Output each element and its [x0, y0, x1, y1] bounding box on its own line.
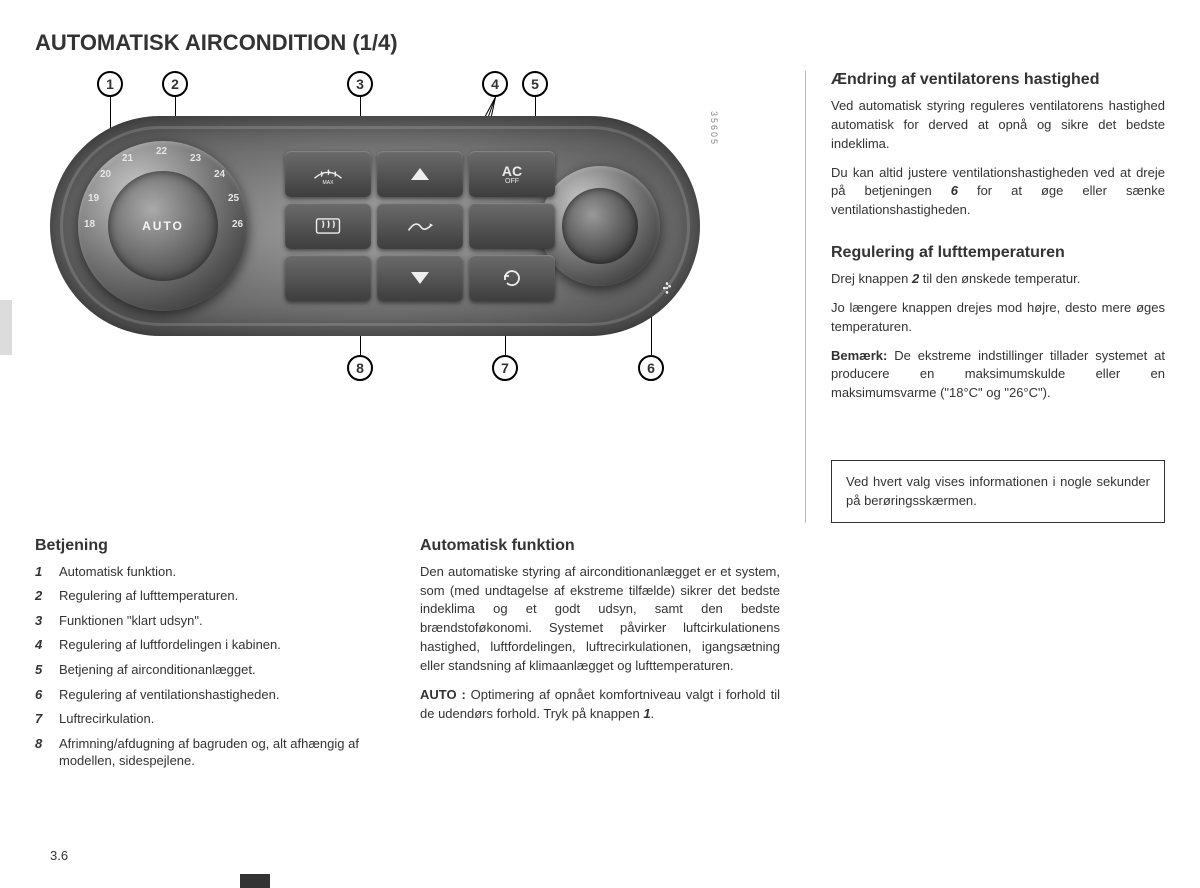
list-item: Betjening af airconditionanlægget. [35, 661, 395, 679]
defrost-max-button: MAX [285, 151, 371, 197]
diagram-container: 35605 1 2 3 4 5 8 7 6 [35, 71, 780, 523]
middle-column: Automatisk funktion Den automatiske styr… [420, 523, 780, 824]
ref-num: 6 [951, 183, 958, 198]
page-title: AUTOMATISK AIRCONDITION (1/4) [35, 30, 1165, 56]
text: Drej knappen [831, 271, 912, 286]
content-grid: 35605 1 2 3 4 5 8 7 6 [35, 71, 1165, 824]
temp-mark: 25 [228, 193, 239, 204]
temp-mark: 26 [232, 219, 243, 230]
text: til den ønskede temperatur. [919, 271, 1080, 286]
left-column: Betjening Automatisk funktion. Regulerin… [35, 523, 395, 824]
rear-defrost-button [285, 203, 371, 249]
ref-num: 1 [643, 706, 650, 721]
arrow-down-button [377, 255, 463, 301]
svg-text:MAX: MAX [323, 180, 335, 185]
fan-icon [660, 281, 674, 298]
section-heading-temp: Regulering af lufttemperaturen [831, 244, 1165, 262]
list-item: Regulering af ventilationshastigheden. [35, 686, 395, 704]
callout-1: 1 [97, 71, 123, 97]
list-item: Regulering af luftfordelingen i kabinen. [35, 636, 395, 654]
note-box: Ved hvert valg vises informationen i nog… [831, 460, 1165, 522]
recirculate-button [469, 255, 555, 301]
list-item: Afrimning/afdugning af bagruden og, alt … [35, 735, 395, 770]
auto-label: AUTO [142, 219, 184, 233]
section-heading-fan: Ændring af ventilatorens hastighed [831, 71, 1165, 89]
thumb-tab-bottom [240, 874, 270, 888]
thumb-tab-left [0, 300, 12, 355]
controls-list: Automatisk funktion. Regulering af luftt… [35, 563, 395, 777]
text: Optimering af opnået komfortniveau valgt… [420, 687, 780, 721]
temp-mark: 24 [214, 169, 225, 180]
list-item: Luftrecirkulation. [35, 710, 395, 728]
body-text: Bemærk: De ekstreme indstillinger tillad… [831, 347, 1165, 404]
temp-mark: 21 [122, 153, 133, 164]
text: . [651, 706, 655, 721]
callout-2: 2 [162, 71, 188, 97]
temp-mark: 20 [100, 169, 111, 180]
list-item: Funktionen "klart udsyn". [35, 612, 395, 630]
right-column: Ændring af ventilatorens hastighed Ved a… [805, 71, 1165, 523]
temp-mark: 18 [84, 219, 95, 230]
auto-lead: AUTO : [420, 687, 466, 702]
blank-button-2 [285, 255, 371, 301]
reference-number: 35605 [709, 111, 719, 146]
section-heading-controls: Betjening [35, 537, 395, 555]
callout-6: 6 [638, 355, 664, 381]
list-item: Automatisk funktion. [35, 563, 395, 581]
temp-mark: 22 [156, 146, 167, 157]
callout-3: 3 [347, 71, 373, 97]
blank-button [469, 203, 555, 249]
callout-7: 7 [492, 355, 518, 381]
button-grid: MAX AC OFF [285, 151, 555, 301]
body-text: Den automatiske styring af airconditiona… [420, 563, 780, 676]
callout-4: 4 [482, 71, 508, 97]
ac-sub-label: OFF [505, 178, 519, 185]
lower-two-columns: Betjening Automatisk funktion. Regulerin… [35, 523, 780, 824]
note-lead: Bemærk: [831, 348, 887, 363]
ac-control-diagram: 35605 1 2 3 4 5 8 7 6 [35, 71, 715, 381]
body-text: Drej knappen 2 til den ønskede temperatu… [831, 270, 1165, 289]
body-text: Jo længere knappen drejes mod højre, des… [831, 299, 1165, 337]
page-number: 3.6 [50, 848, 68, 863]
temp-mark: 19 [88, 193, 99, 204]
temperature-knob: AUTO 18 19 20 21 22 23 24 25 26 [78, 141, 248, 311]
ac-label: AC [502, 164, 522, 178]
ac-off-button: AC OFF [469, 151, 555, 197]
fan-speed-knob [540, 166, 660, 286]
arrow-up-button [377, 151, 463, 197]
ac-panel-graphic: AUTO 18 19 20 21 22 23 24 25 26 OFF [50, 116, 700, 336]
callout-8: 8 [347, 355, 373, 381]
section-heading-auto: Automatisk funktion [420, 537, 780, 555]
callout-5: 5 [522, 71, 548, 97]
temp-mark: 23 [190, 153, 201, 164]
list-item: Regulering af lufttemperaturen. [35, 587, 395, 605]
body-text: AUTO : Optimering af opnået komfortnivea… [420, 686, 780, 724]
airflow-button [377, 203, 463, 249]
body-text: Du kan altid justere ventilationshastigh… [831, 164, 1165, 221]
body-text: Ved automatisk styring reguleres ventila… [831, 97, 1165, 154]
